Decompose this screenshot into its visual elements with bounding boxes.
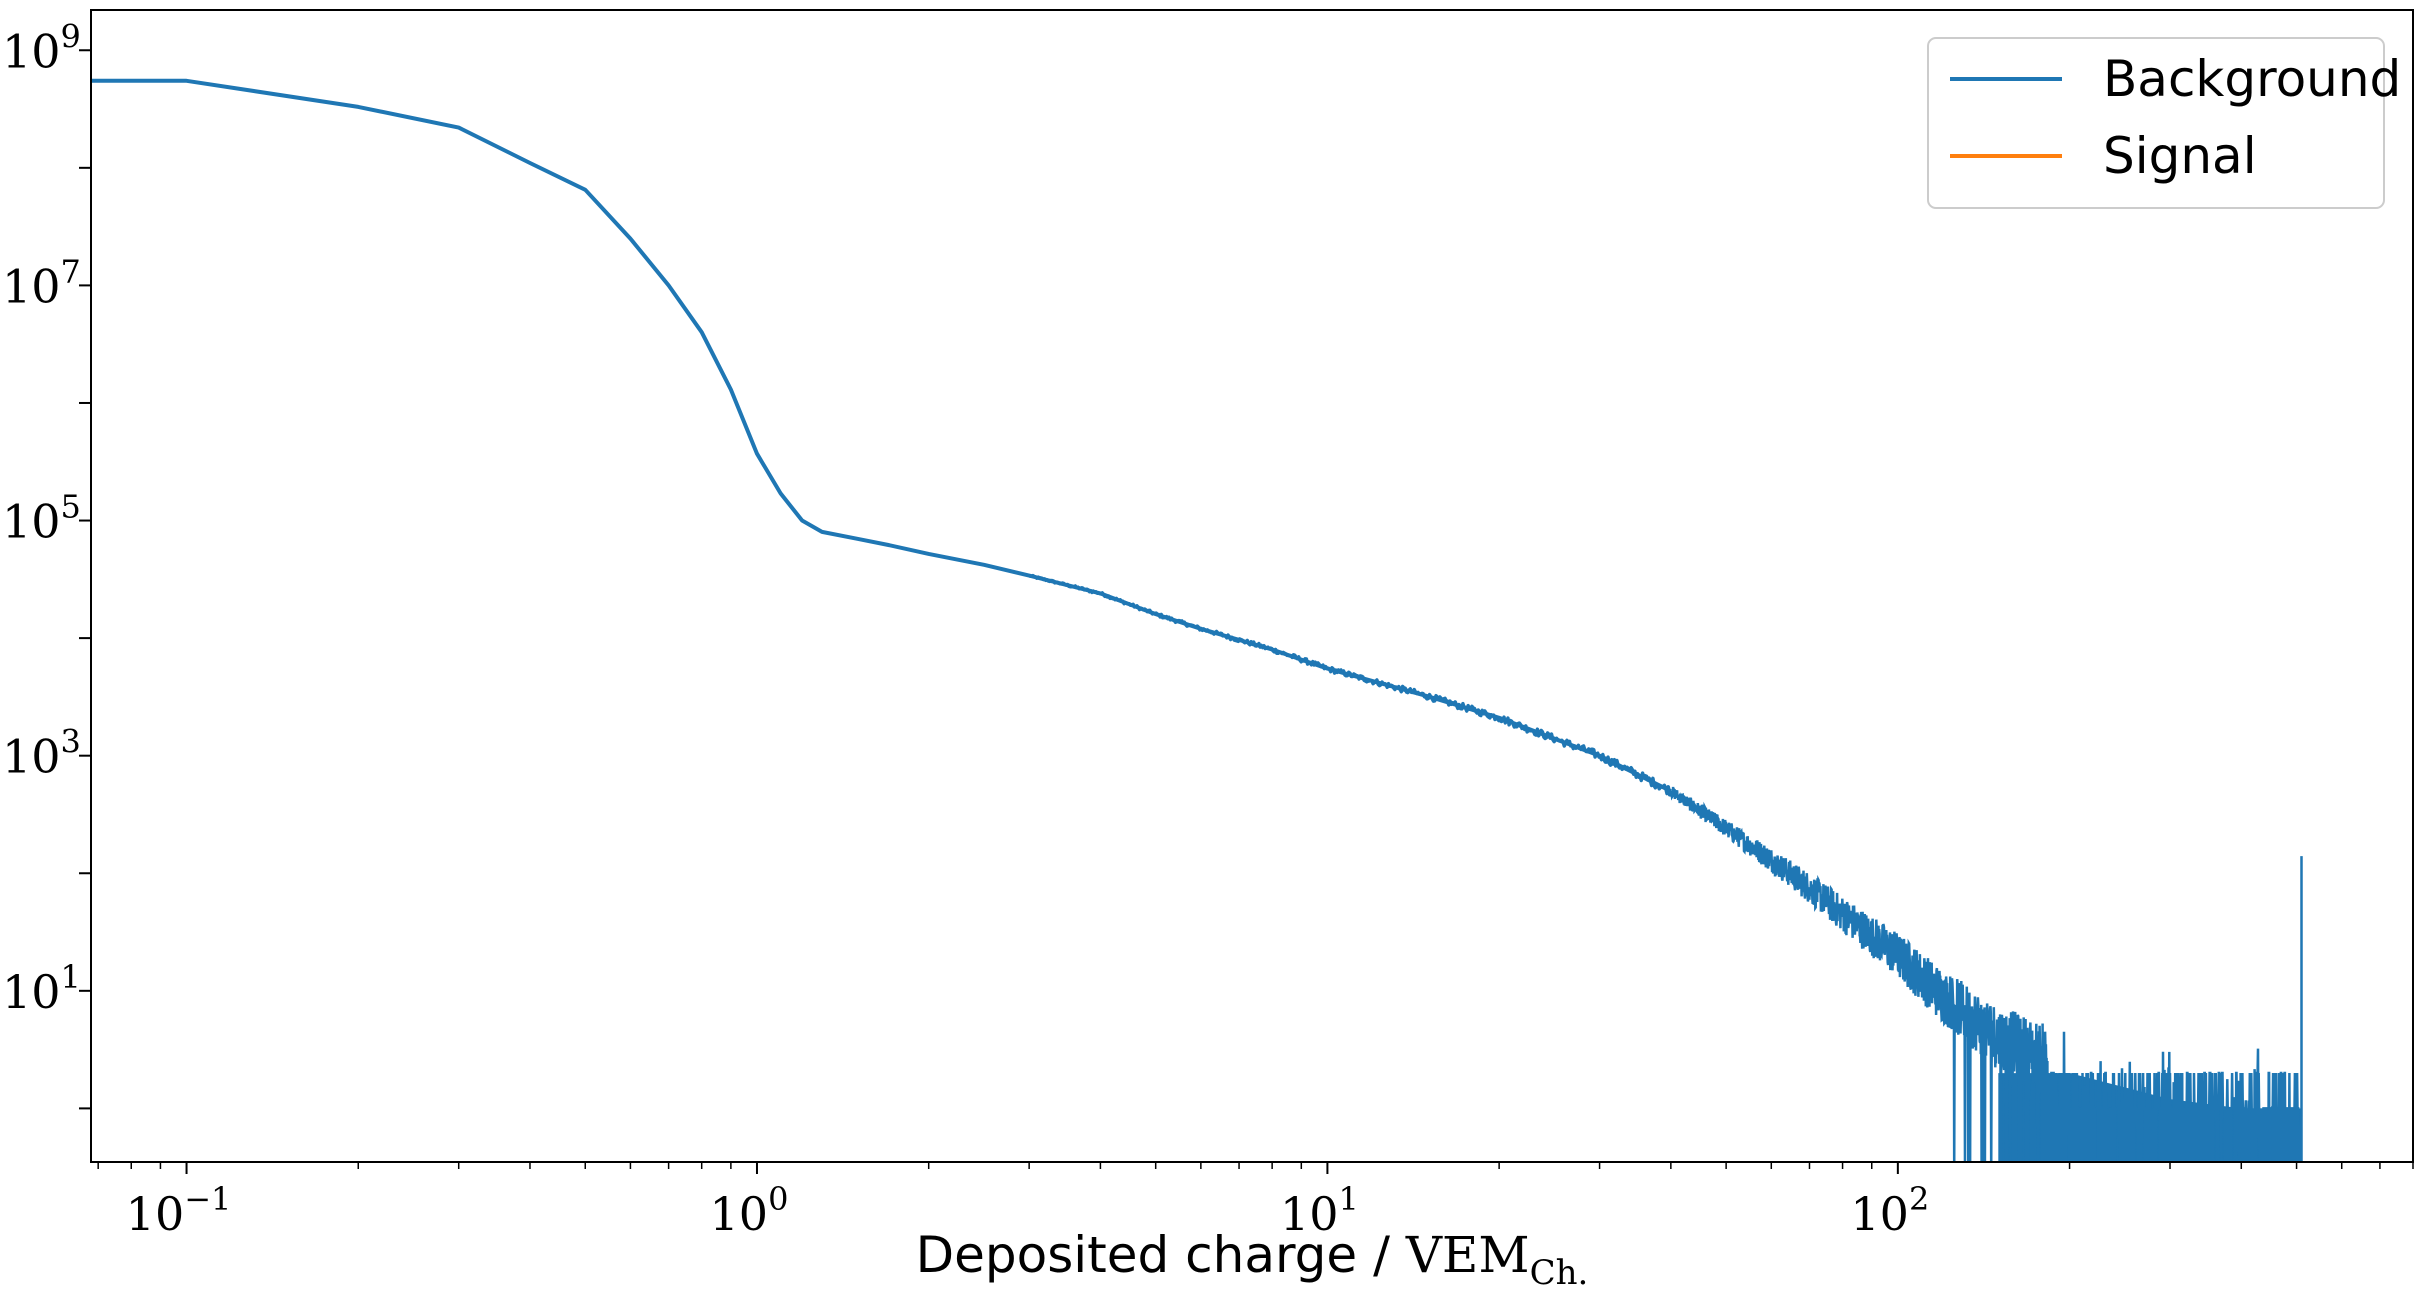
legend-label-background: Background <box>2103 50 2401 108</box>
x-tick-label: 10−1 <box>126 1180 232 1241</box>
y-tick-label: 109 <box>2 17 81 78</box>
legend: Background Signal <box>1927 37 2401 209</box>
y-tick-label: 105 <box>2 488 81 549</box>
ticks-layer <box>79 49 2414 1174</box>
x-tick-label: 100 <box>710 1180 789 1241</box>
legend-label-signal: Signal <box>2103 127 2257 185</box>
x-tick-label: 101 <box>1280 1180 1359 1241</box>
series-background-noise <box>1669 786 2303 1162</box>
series-layer <box>91 78 2303 1162</box>
labels-layer: 10−1 100 101 102 101 103 105 107 109 <box>2 17 1929 1241</box>
y-tick-label: 101 <box>2 958 81 1019</box>
series-background-line <box>91 78 1672 793</box>
series-background-jitter <box>1028 573 1673 797</box>
y-tick-label: 103 <box>2 723 81 784</box>
x-tick-label: 102 <box>1850 1180 1929 1241</box>
x-axis-label: Deposited charge / VEMCh. <box>916 1226 1589 1293</box>
plot-frame <box>90 9 2414 1163</box>
y-tick-label: 107 <box>2 252 81 313</box>
